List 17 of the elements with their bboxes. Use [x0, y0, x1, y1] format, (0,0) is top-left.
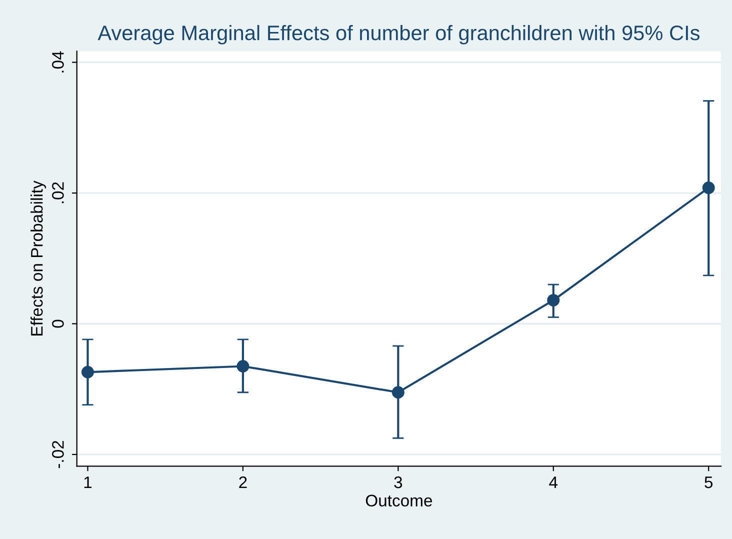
x-tick-label: 5: [704, 476, 713, 488]
point: [702, 182, 715, 194]
chart-title: Average Marginal Effects of number of granchildren with 95% CIs: [98, 24, 700, 44]
x-tick-label: 4: [549, 476, 558, 488]
x-tick-label: 1: [84, 476, 92, 488]
y-axis-title: Effects on Probability: [30, 180, 46, 336]
x-tick-label: 2: [239, 476, 247, 488]
y-tick-label: -.02: [52, 440, 64, 468]
y-tick-label: .02: [52, 182, 64, 204]
y-tick-label: 0: [52, 320, 64, 328]
point: [392, 386, 404, 399]
point: [81, 366, 94, 378]
point: [547, 294, 560, 306]
y-tick-label: .04: [52, 51, 64, 72]
x-axis-title: Outcome: [366, 494, 432, 507]
point: [236, 360, 250, 372]
x-tick-label: 3: [394, 476, 402, 488]
